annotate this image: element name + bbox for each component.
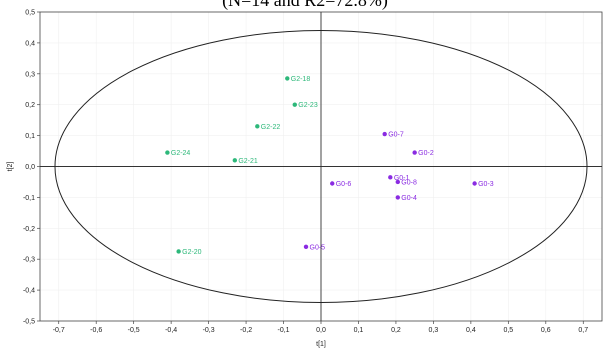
data-point bbox=[292, 102, 297, 107]
data-point bbox=[388, 175, 393, 180]
y-tick-label: 0,0 bbox=[25, 164, 35, 171]
x-tick-label: -0,7 bbox=[53, 327, 65, 334]
x-tick-label: -0,1 bbox=[278, 327, 290, 334]
ellipse-layer bbox=[54, 30, 588, 303]
point-label: G2-21 bbox=[238, 158, 258, 165]
x-tick-label: 0,0 bbox=[316, 327, 326, 334]
hotelling-ellipse bbox=[54, 30, 588, 303]
data-point bbox=[232, 158, 238, 163]
y-tick-label: 0,3 bbox=[25, 71, 35, 78]
point-label: G0-2 bbox=[418, 150, 434, 157]
x-tick-label: 0,5 bbox=[503, 327, 513, 334]
y-axis-label: t[2] bbox=[7, 162, 14, 172]
y-tick-label: -0,2 bbox=[23, 226, 35, 233]
point-label: G2-18 bbox=[291, 76, 311, 83]
x-tick-label: 0,7 bbox=[578, 327, 588, 334]
x-tick-label: -0,6 bbox=[90, 327, 102, 334]
data-point bbox=[395, 195, 401, 200]
point-label: G0-4 bbox=[401, 195, 417, 202]
y-tick-label: 0,2 bbox=[25, 102, 35, 109]
data-point bbox=[255, 124, 260, 129]
x-tick-label: -0,5 bbox=[128, 327, 140, 334]
y-tick-label: 0,5 bbox=[25, 10, 35, 17]
point-label: G0-5 bbox=[310, 244, 326, 251]
point-label: G0-1 bbox=[394, 175, 410, 182]
x-tick-label: 0,1 bbox=[354, 327, 364, 334]
data-point bbox=[165, 150, 170, 155]
x-tick-label: -0,4 bbox=[165, 327, 177, 334]
data-point bbox=[303, 244, 309, 250]
point-label: G0-6 bbox=[336, 181, 352, 188]
point-label: G2-23 bbox=[298, 102, 318, 109]
x-tick-label: 0,4 bbox=[466, 327, 476, 334]
point-label: G2-24 bbox=[171, 150, 191, 157]
y-tick-label: -0,1 bbox=[23, 195, 35, 202]
x-tick-label: 0,2 bbox=[391, 327, 401, 334]
data-point bbox=[176, 249, 181, 254]
data-point bbox=[472, 181, 477, 186]
tick-layer: -0,7 -0,6 -0,5 -0,4 -0,3 -0,2 -0,1 0,0 0,1 0,2 0,3… bbox=[23, 10, 588, 335]
point-label: G2-20 bbox=[182, 249, 202, 256]
data-point bbox=[395, 179, 401, 185]
x-tick-label: -0,2 bbox=[240, 327, 252, 334]
point-label: G0-3 bbox=[478, 181, 494, 188]
x-tick-label: -0,3 bbox=[203, 327, 215, 334]
point-label: G0-7 bbox=[388, 132, 404, 139]
data-point bbox=[330, 181, 335, 186]
x-axis-label: t[1] bbox=[316, 341, 326, 348]
point-label: G0-8 bbox=[401, 179, 417, 186]
y-tick-label: -0,5 bbox=[23, 319, 35, 326]
data-point bbox=[382, 131, 387, 137]
y-tick-label: -0,4 bbox=[23, 288, 35, 295]
y-tick-label: 0,1 bbox=[25, 133, 35, 140]
data-point bbox=[285, 76, 290, 81]
y-tick-label: -0,3 bbox=[23, 257, 35, 264]
x-tick-label: 0,3 bbox=[429, 327, 439, 334]
points-layer: G2-18 G2-23 G2-22 G2-24 G2-21 G2-20 G0-7 G0-2 G0… bbox=[165, 76, 494, 256]
x-tick-label: 0,6 bbox=[541, 327, 551, 334]
y-tick-label: 0,4 bbox=[25, 40, 35, 47]
data-point bbox=[412, 150, 417, 155]
axes-layer bbox=[40, 12, 602, 321]
chart-title: (N=14 and R2=72.8%) bbox=[222, 0, 388, 10]
point-label: G2-22 bbox=[261, 124, 281, 131]
